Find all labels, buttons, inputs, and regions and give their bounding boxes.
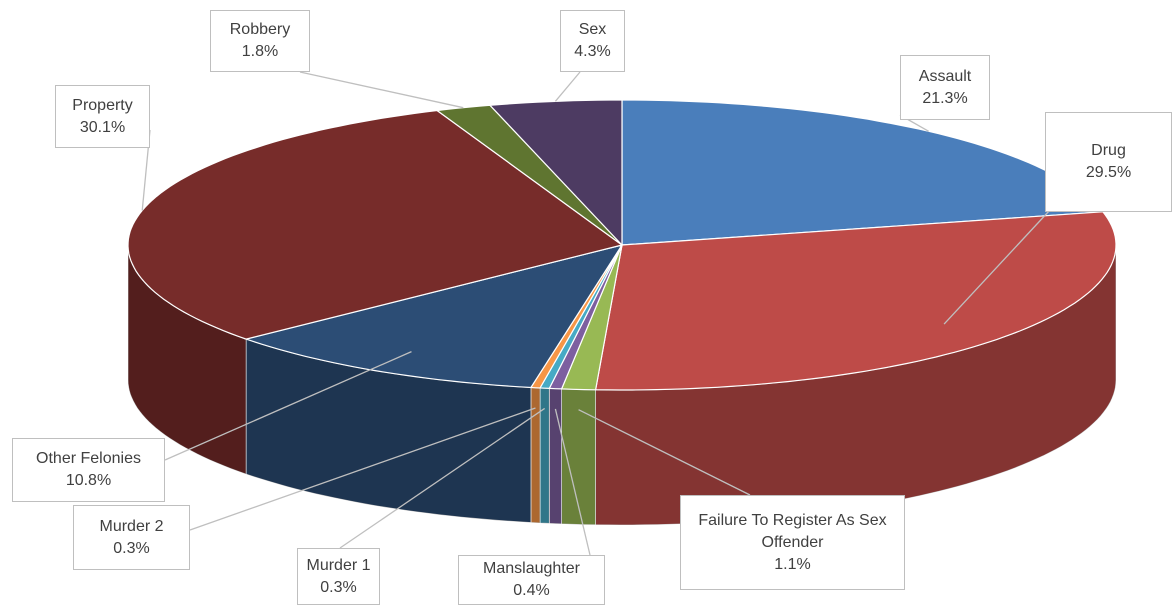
pie-sides	[127, 244, 1117, 526]
data-label: Manslaughter 0.4%	[458, 555, 605, 605]
leader-line	[339, 407, 546, 549]
pie-slice	[243, 244, 624, 389]
leader-line	[164, 351, 412, 461]
leader-line	[189, 407, 536, 531]
data-label: Murder 2 0.3%	[73, 505, 190, 570]
label-value: 29.5%	[1085, 164, 1132, 181]
label-category: Drug	[1091, 142, 1126, 159]
label-value: 10.8%	[65, 472, 112, 489]
label-category: Assault	[918, 67, 972, 85]
label-value: 21.3%	[922, 89, 968, 107]
label-category: Murder 2	[99, 517, 164, 535]
label-category: Property	[72, 96, 133, 114]
label-category: Robbery	[229, 21, 291, 38]
label-value: 4.3%	[574, 43, 611, 60]
label-value: 0.3%	[113, 539, 150, 557]
data-label: Assault 21.3%	[900, 55, 990, 120]
pie-side-shade	[530, 387, 540, 523]
label-category: Sex	[578, 21, 607, 38]
leader-lines	[141, 71, 1051, 556]
data-label: Other Felonies 10.8%	[12, 438, 165, 502]
pie-slice	[488, 99, 623, 247]
pie-side-shade	[540, 388, 550, 524]
pie-slice	[594, 211, 1117, 391]
label-category: Manslaughter	[483, 560, 580, 577]
label-category: Failure To Register As Sex Offender	[698, 511, 887, 551]
data-label: Robbery 1.8%	[210, 10, 310, 72]
leader-line	[299, 71, 464, 109]
data-label: Property 30.1%	[55, 85, 150, 148]
leader-line	[554, 71, 581, 102]
pie-side-shade	[549, 388, 562, 524]
leader-line	[943, 209, 1051, 325]
label-value: 30.1%	[79, 118, 126, 136]
label-category: Murder 1	[306, 556, 371, 574]
leader-line	[578, 409, 751, 496]
pie-tops	[127, 99, 1117, 391]
data-label: Sex 4.3%	[560, 10, 625, 72]
pie-side-shade	[246, 339, 531, 523]
leader-line	[554, 408, 591, 556]
pie-slice	[127, 109, 624, 340]
label-category: Other Felonies	[36, 450, 141, 467]
data-label: Drug 29.5%	[1045, 112, 1172, 212]
data-label: Murder 1 0.3%	[297, 548, 380, 605]
label-value: 0.3%	[320, 578, 357, 596]
label-value: 1.8%	[241, 43, 279, 60]
pie-side-shade	[595, 245, 1116, 525]
label-value: 1.1%	[774, 555, 811, 573]
pie-slice	[435, 104, 623, 246]
label-value: 0.4%	[513, 582, 550, 599]
pie-side-shade	[561, 388, 596, 525]
data-label: Failure To Register As Sex Offender 1.1%	[680, 495, 905, 590]
pie-side-shade	[128, 245, 247, 475]
